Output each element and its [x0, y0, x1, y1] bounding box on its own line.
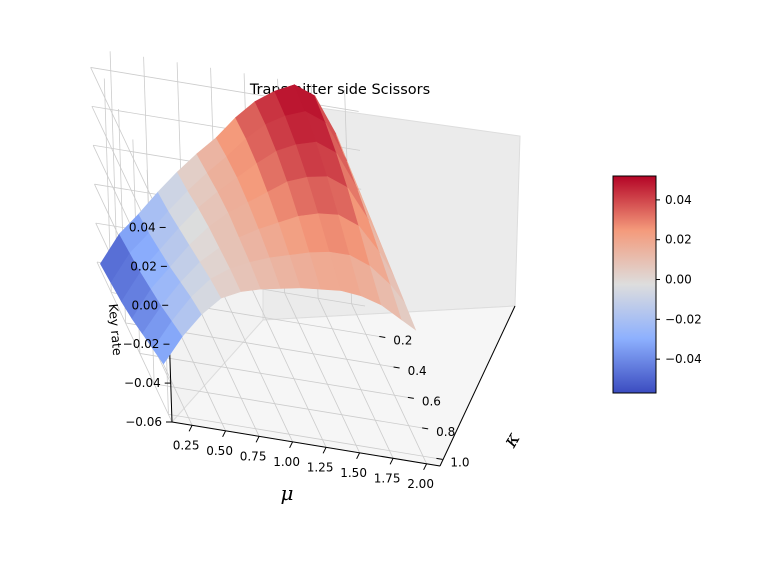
x-tick-mark — [289, 441, 294, 449]
grid-line — [96, 261, 173, 423]
y-tick-mark — [407, 396, 414, 399]
y-tick-label: 0.2 — [393, 333, 412, 347]
key-rate-surface — [100, 84, 417, 365]
grid-line — [168, 413, 437, 459]
x-tick-label: 2.00 — [407, 477, 434, 491]
y-tick-mark — [379, 335, 386, 338]
y-tick-label: 0.8 — [436, 425, 455, 439]
surface-patch — [390, 285, 417, 331]
colorbar-gradient — [612, 175, 657, 394]
axis-ticks: 0.25 0.50 0.75 1.00 1.25 1.50 1.75 2.00 0.2 0.4 0.… — [123, 220, 470, 490]
y-tick-mark — [436, 457, 443, 460]
x-axis-line — [171, 421, 441, 467]
colorbar-ticks: −0.04 −0.02 0.00 0.02 0.04 — [656, 193, 702, 366]
z-tick-label: 0.00 — [131, 298, 158, 312]
x-tick-label: 0.25 — [173, 438, 200, 452]
grid-line — [154, 383, 423, 429]
x-tick-label: 1.00 — [273, 455, 300, 469]
x-tick-label: 1.25 — [307, 460, 334, 474]
y-tick-mark — [422, 427, 429, 430]
z-axis-label: Key rate — [106, 303, 126, 356]
x-tick-mark — [188, 425, 193, 432]
grid-line — [139, 353, 408, 398]
colorbar: −0.04 −0.02 0.00 0.02 0.04 — [612, 175, 702, 394]
x-tick-mark — [322, 447, 327, 454]
y-tick-label: 1.0 — [450, 455, 469, 469]
y-tick-label: 0.4 — [408, 364, 427, 378]
z-tick-label: 0.04 — [129, 220, 156, 234]
x-tick-label: 1.50 — [340, 466, 367, 480]
z-tick-label: −0.02 — [123, 337, 160, 351]
z-tick-label: 0.02 — [130, 259, 157, 273]
grid-line — [317, 298, 394, 459]
grid-line — [351, 303, 427, 464]
x-axis-label: μ — [281, 481, 294, 505]
x-tick-label: 1.75 — [374, 471, 401, 485]
y-axis-line — [439, 305, 516, 467]
grid-line — [217, 281, 293, 442]
z-tick-label: −0.06 — [125, 415, 162, 429]
x-tick-mark — [389, 458, 394, 465]
x-tick-mark — [423, 463, 428, 471]
x-tick-mark — [255, 436, 260, 443]
x-tick-mark — [222, 430, 227, 438]
colorbar-tick-label: 0.04 — [665, 193, 692, 207]
z-tick-label: −0.04 — [124, 376, 161, 390]
colorbar-tick-label: −0.02 — [665, 312, 702, 326]
grid-line — [284, 292, 360, 453]
colorbar-tick-label: −0.04 — [665, 352, 702, 366]
colorbar-tick-label: 0.02 — [665, 233, 692, 247]
x-tick-label: 0.75 — [240, 449, 267, 463]
x-tick-mark — [356, 452, 361, 460]
y-axis-label: κ — [497, 428, 525, 452]
grid-line — [250, 287, 327, 448]
y-tick-mark — [393, 366, 400, 369]
x-tick-label: 0.50 — [206, 444, 233, 458]
colorbar-tick-label: 0.00 — [665, 273, 692, 287]
y-tick-label: 0.6 — [422, 394, 441, 408]
